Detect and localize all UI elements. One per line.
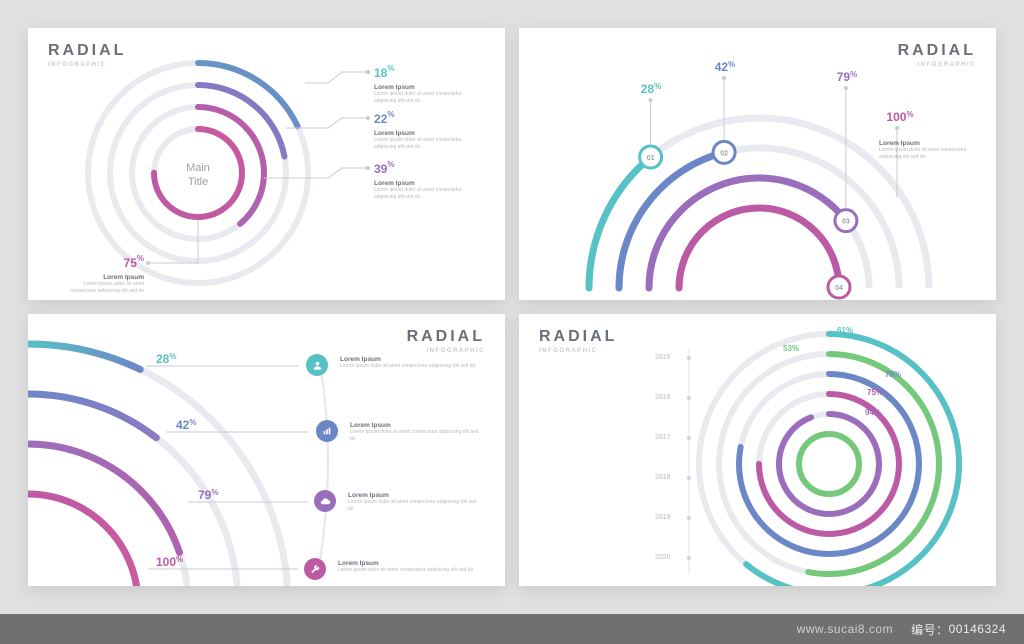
- card1-pct-3: 39%: [374, 162, 394, 176]
- card-radial-quarter: RADIAL INFOGRAPHIC: [28, 314, 505, 586]
- cloud-icon: [314, 490, 336, 512]
- card2-pct-3: 79%: [825, 70, 869, 84]
- card3-pct-3: 79%: [198, 488, 218, 502]
- card4-pct-4: 75%: [867, 388, 883, 397]
- wrench-icon: [304, 558, 326, 580]
- chart-icon: [316, 420, 338, 442]
- card3-pct-2: 42%: [176, 418, 196, 432]
- svg-text:04: 04: [835, 285, 843, 292]
- card-radial-arch: RADIAL INFOGRAPHIC: [519, 28, 996, 300]
- svg-text:01: 01: [647, 155, 655, 162]
- card4-pct-5: 94%: [865, 408, 881, 417]
- user-icon: [306, 354, 328, 376]
- card2-chart: 01 02 03 04: [519, 28, 996, 300]
- card4-pct-3: 78%: [885, 370, 901, 379]
- card2-pct-1: 28%: [629, 82, 673, 96]
- card4-pct-2: 53%: [783, 344, 799, 353]
- year-2017: 2017: [655, 434, 671, 441]
- card4-chart: [519, 314, 996, 586]
- source-host: www.sucai8.com: [797, 622, 893, 636]
- year-2018: 2018: [655, 474, 671, 481]
- card3-chart: [28, 314, 505, 586]
- card2-pct-4: 100%: [875, 110, 925, 124]
- card-radial-yearly: RADIAL INFOGRAPHIC: [519, 314, 996, 586]
- year-2020: 2020: [655, 554, 671, 561]
- card1-pct-1: 18%: [374, 66, 394, 80]
- card-radial-concentric: RADIAL INFOGRAPHIC: [28, 28, 505, 300]
- card4-pct-1: 61%: [837, 326, 853, 335]
- asset-id-label: 编号：: [911, 621, 949, 638]
- card1-txt-1: Lorem ipsum dolor sit amet consectetur a…: [374, 91, 484, 105]
- year-2015: 2015: [655, 354, 671, 361]
- card2-pct-2: 42%: [703, 60, 747, 74]
- card3-pct-1: 28%: [156, 352, 176, 366]
- svg-text:03: 03: [842, 219, 850, 226]
- card1-pct-4: 75%: [124, 256, 144, 270]
- watermark-bar: www.sucai8.com 编号： 00146324: [0, 614, 1024, 644]
- card1-pct-2: 22%: [374, 112, 394, 126]
- card1-lbl-1: Lorem Ipsum: [374, 84, 484, 91]
- svg-text:02: 02: [720, 150, 728, 157]
- year-2016: 2016: [655, 394, 671, 401]
- year-2019: 2019: [655, 514, 671, 521]
- card1-center-label: MainTitle: [176, 161, 220, 190]
- asset-id: 00146324: [949, 622, 1006, 636]
- card3-pct-4: 100%: [156, 555, 183, 569]
